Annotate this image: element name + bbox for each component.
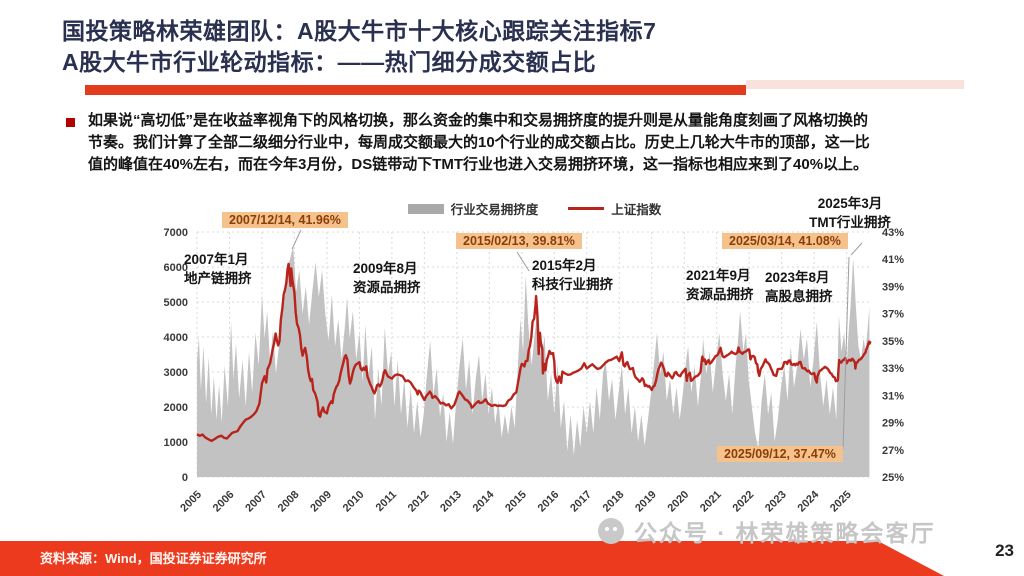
body-line: 节奏。我们计算了全部二级细分行业中，每周成交额最大的10个行业的成交额占比。历史… <box>88 134 870 151</box>
annotation-line: 2023年8月 <box>765 270 830 285</box>
annotation-2023: 2023年8月 高股息拥挤 <box>765 268 833 306</box>
x-axis-tick: 2007 <box>243 489 269 515</box>
congestion-area-series <box>197 246 870 477</box>
annotation-2025: 2025年3月 TMT行业拥挤 <box>789 194 911 232</box>
x-axis-tick: 2014 <box>471 488 497 514</box>
x-axis-tick: 2011 <box>374 489 399 514</box>
annotation-2021: 2021年9月 资源品拥挤 <box>686 266 754 304</box>
line-swatch-icon <box>568 207 605 210</box>
x-axis-tick: 2019 <box>633 489 659 515</box>
x-axis-tick: 2024 <box>796 488 822 514</box>
right-axis-tick: 33% <box>882 363 904 375</box>
x-axis-tick: 2025 <box>828 489 854 515</box>
annotation-line: 2021年9月 <box>686 268 751 283</box>
legend-item-sse: 上证指数 <box>568 199 661 218</box>
annotation-line: 科技行业拥挤 <box>532 277 613 292</box>
body-line: 值的峰值在40%左右，而在今年3月份，DS链带动下TMT行业也进入交易拥挤环境，… <box>88 156 869 173</box>
right-axis-tick: 39% <box>882 281 904 293</box>
page-title-line1: 国投策略林荣雄团队：A股大牛市十大核心跟踪关注指标7 <box>62 18 657 44</box>
watermark: 公众号 · 林荣雄策略会客厅 <box>598 514 935 548</box>
body-paragraph: 如果说“高切低”是在收益率视角下的风格切换，那么资金的集中和交易拥挤度的提升则是… <box>88 110 988 176</box>
annotation-line: 资源品拥挤 <box>686 287 754 302</box>
left-axis-tick: 2000 <box>164 402 188 414</box>
annotation-2009: 2009年8月 资源品拥挤 <box>353 259 421 297</box>
page-title: 国投策略林荣雄团队：A股大牛市十大核心跟踪关注指标7 A股大牛市行业轮动指标：—… <box>62 16 656 78</box>
wechat-icon <box>598 518 624 544</box>
x-axis-tick: 2022 <box>731 489 757 515</box>
left-axis-tick: 5000 <box>164 297 188 309</box>
source-note: 资料来源：Wind，国投证券证券研究所 <box>40 551 267 566</box>
legend-item-congestion: 行业交易拥挤度 <box>407 199 539 218</box>
x-axis-tick: 2010 <box>341 489 367 515</box>
annotation-line: 高股息拥挤 <box>765 289 833 304</box>
right-axis-tick: 41% <box>882 254 904 266</box>
annotation-line: 地产链拥挤 <box>184 271 252 286</box>
legend-label: 上证指数 <box>611 203 662 217</box>
annotation-line: 2009年8月 <box>353 261 418 276</box>
callout-2007-peak: 2007/12/14, 41.96% <box>222 212 348 228</box>
right-axis-tick: 27% <box>882 445 904 457</box>
annotation-line: 2007年1月 <box>184 252 249 267</box>
callout-2025sep-value: 2025/09/12, 37.47% <box>717 446 843 462</box>
left-axis-tick: 7000 <box>164 227 188 239</box>
watermark-text: 公众号 · 林荣雄策略会客厅 <box>634 520 936 546</box>
x-axis-tick: 2015 <box>503 489 529 515</box>
x-axis-tick: 2005 <box>178 489 204 515</box>
footer-bar: 资料来源：Wind，国投证券证券研究所 <box>0 541 944 576</box>
x-axis-tick: 2012 <box>406 489 432 515</box>
area-swatch-icon <box>407 203 444 214</box>
left-axis-tick: 4000 <box>164 332 188 344</box>
leader-line <box>850 242 863 256</box>
x-axis-tick: 2017 <box>568 489 594 515</box>
annotation-2015: 2015年2月 科技行业拥挤 <box>532 256 613 294</box>
right-axis-tick: 29% <box>882 418 904 430</box>
callout-2015-peak: 2015/02/13, 39.81% <box>456 233 582 249</box>
sse-index-line <box>196 262 872 443</box>
x-axis-tick: 2018 <box>601 489 627 515</box>
x-axis-tick: 2006 <box>211 489 237 515</box>
annotation-line: TMT行业拥挤 <box>809 215 891 230</box>
chart-legend: 行业交易拥挤度 上证指数 <box>197 199 872 218</box>
title-underline-faded <box>746 80 964 89</box>
x-axis-tick: 2013 <box>438 489 464 515</box>
callout-2025mar-peak: 2025/03/14, 41.08% <box>722 233 848 249</box>
annotation-line: 2015年2月 <box>532 258 597 273</box>
leader-line <box>842 256 850 450</box>
left-axis-tick: 0 <box>182 472 188 484</box>
x-axis-tick: 2009 <box>308 489 334 515</box>
page-title-line2: A股大牛市行业轮动指标：——热门细分成交额占比 <box>62 49 597 75</box>
x-axis-tick: 2020 <box>666 489 692 515</box>
annotation-line: 2025年3月 <box>817 196 883 211</box>
bullet-marker <box>66 118 75 127</box>
x-axis-tick: 2021 <box>698 489 724 515</box>
right-axis-tick: 43% <box>882 227 904 239</box>
left-axis-tick: 3000 <box>164 367 188 379</box>
right-axis-tick: 35% <box>882 336 904 348</box>
left-axis-tick: 1000 <box>164 437 188 449</box>
x-axis-tick: 2016 <box>536 489 562 515</box>
right-axis-tick: 31% <box>882 390 904 402</box>
body-line: 如果说“高切低”是在收益率视角下的风格切换，那么资金的集中和交易拥挤度的提升则是… <box>88 112 869 129</box>
leader-line <box>516 251 530 272</box>
annotation-line: 资源品拥挤 <box>353 280 421 295</box>
annotation-2007: 2007年1月 地产链拥挤 <box>184 250 252 288</box>
page-number: 23 <box>995 541 1014 560</box>
right-axis-tick: 25% <box>882 472 904 484</box>
x-axis-tick: 2008 <box>276 489 302 515</box>
title-underline <box>85 85 746 95</box>
legend-label: 行业交易拥挤度 <box>450 203 539 217</box>
x-axis-tick: 2023 <box>763 489 789 515</box>
left-axis-tick: 6000 <box>164 262 188 274</box>
right-axis-tick: 37% <box>882 309 904 321</box>
leader-line <box>291 229 302 250</box>
